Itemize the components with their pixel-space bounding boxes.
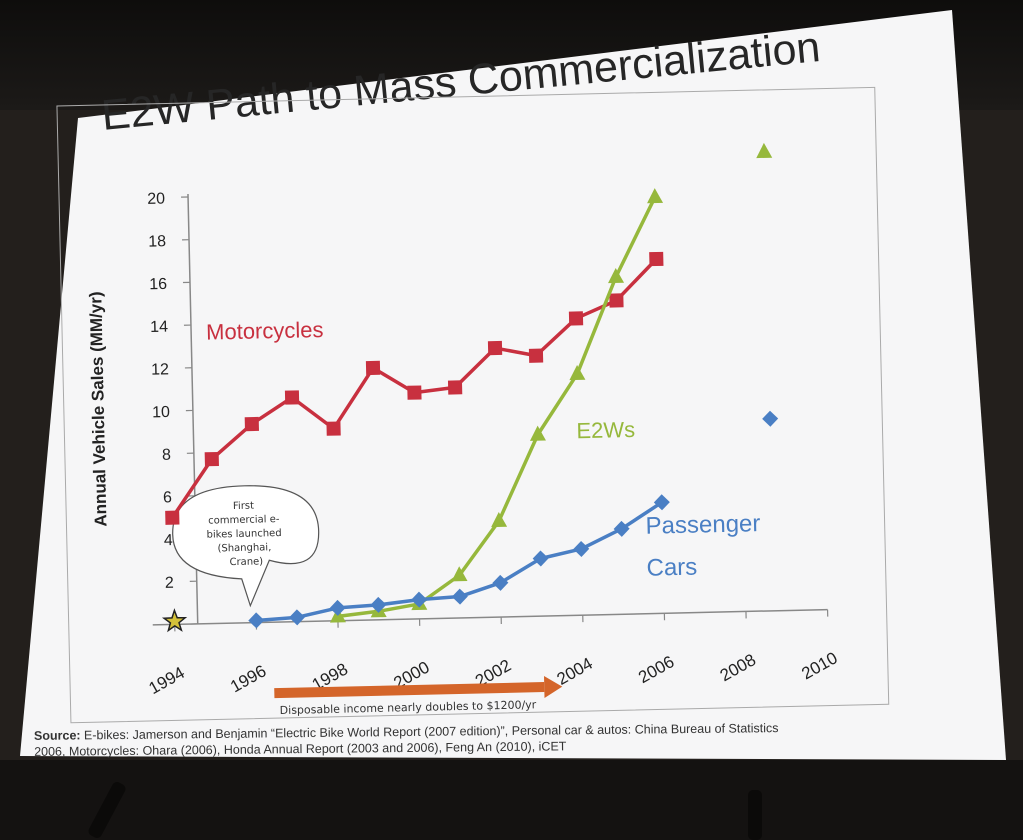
passenger-cars-point (613, 520, 630, 537)
y-tick-label: 4 (164, 532, 173, 549)
motorcycles-point (165, 510, 180, 525)
income-arrow-head (544, 676, 563, 699)
e2ws-point (569, 364, 586, 381)
legend-motorcycles: Motorcycles (206, 317, 324, 345)
source-line-2: 2006, Motorcycles: Ohara (2006), Honda A… (34, 739, 567, 759)
motorcycles-point (609, 293, 624, 308)
x-tick-label: 2010 (798, 648, 840, 683)
room-floor (0, 760, 1023, 840)
callout-text: First commercial e- bikes launched (Shan… (206, 500, 286, 569)
y-tick-label: 14 (150, 319, 168, 336)
passenger-cars-point (573, 540, 590, 557)
callout-line-1: First (233, 501, 254, 512)
motorcycles-point (244, 416, 259, 432)
passenger-cars-point (370, 596, 387, 613)
motorcycles-point (365, 360, 381, 376)
passenger-cars-point (653, 494, 670, 511)
motorcycles-point (407, 385, 422, 400)
e2ws-point (608, 267, 625, 284)
y-axis-label: Annual Vehicle Sales (MM/yr) (86, 291, 110, 527)
y-tick-label: 20 (147, 191, 165, 208)
motorcycles-point (568, 311, 584, 326)
motorcycles-point (487, 340, 503, 356)
callout-line-3: bikes launched (206, 528, 281, 541)
e2ws-projection-point (756, 142, 773, 159)
y-tick-label: 18 (148, 233, 166, 250)
e2ws-line (337, 196, 657, 619)
motorcycles-point (204, 451, 219, 467)
passenger-cars-point (492, 574, 509, 591)
x-tick-label: 2006 (635, 652, 677, 687)
callout-line-4: (Shanghai, (217, 542, 271, 554)
e2ws-point (451, 566, 468, 582)
plot-frame (56, 86, 890, 724)
motorcycles-point (528, 348, 544, 363)
motorcycles-point (447, 380, 463, 395)
passenger-cars-point (532, 550, 549, 567)
income-arrow-shaft (274, 682, 545, 699)
legend-passenger-cars: Passenger Cars (645, 510, 768, 582)
x-tick-label: 1994 (146, 663, 188, 698)
y-tick-label: 16 (149, 276, 167, 293)
y-tick-label: 8 (162, 447, 171, 464)
income-arrow: Disposable income nearly doubles to $120… (274, 676, 563, 717)
motorcycles-point (649, 251, 664, 267)
x-tick-label: 2004 (554, 654, 596, 689)
source-label: Source: (34, 728, 81, 742)
y-tick-label: 10 (152, 404, 170, 421)
callout-line-2: commercial e- (208, 514, 280, 527)
source-line-1: Source: E-bikes: Jamerson and Benjamin “… (34, 721, 779, 743)
legend-passenger-line-2: Cars (646, 554, 697, 582)
x-axis (152, 608, 828, 626)
motorcycles-point (284, 390, 300, 405)
passenger-cars-point (411, 591, 428, 608)
source-text-1: E-bikes: Jamerson and Benjamin “Electric… (80, 721, 778, 742)
e2ws-point (491, 511, 508, 528)
passenger-cars-point (451, 588, 468, 605)
legend-passenger-line-1: Passenger (645, 510, 760, 540)
right-microphone (748, 790, 762, 840)
projected-slide (20, 10, 1006, 760)
passenger-cars-point (248, 612, 265, 629)
passenger-cars-point (289, 609, 306, 626)
callout-line-5: Crane) (229, 556, 263, 568)
y-tick-label: 2 (165, 575, 174, 592)
y-tick-label: 12 (151, 361, 169, 378)
passenger-cars-point (329, 599, 346, 616)
y-tick-label: 6 (163, 489, 172, 506)
motorcycles-point (326, 421, 341, 436)
star-marker (161, 608, 188, 633)
e2ws-point (647, 188, 664, 204)
x-tick-label: 2008 (717, 650, 759, 685)
legend-e2ws: E2Ws (576, 417, 635, 443)
income-arrow-text: Disposable income nearly doubles to $120… (280, 698, 537, 717)
passenger-cars-projection-point (762, 410, 779, 427)
e2ws-point (529, 425, 546, 441)
callout-bubble (172, 485, 320, 608)
x-tick-label: 1996 (227, 661, 269, 696)
